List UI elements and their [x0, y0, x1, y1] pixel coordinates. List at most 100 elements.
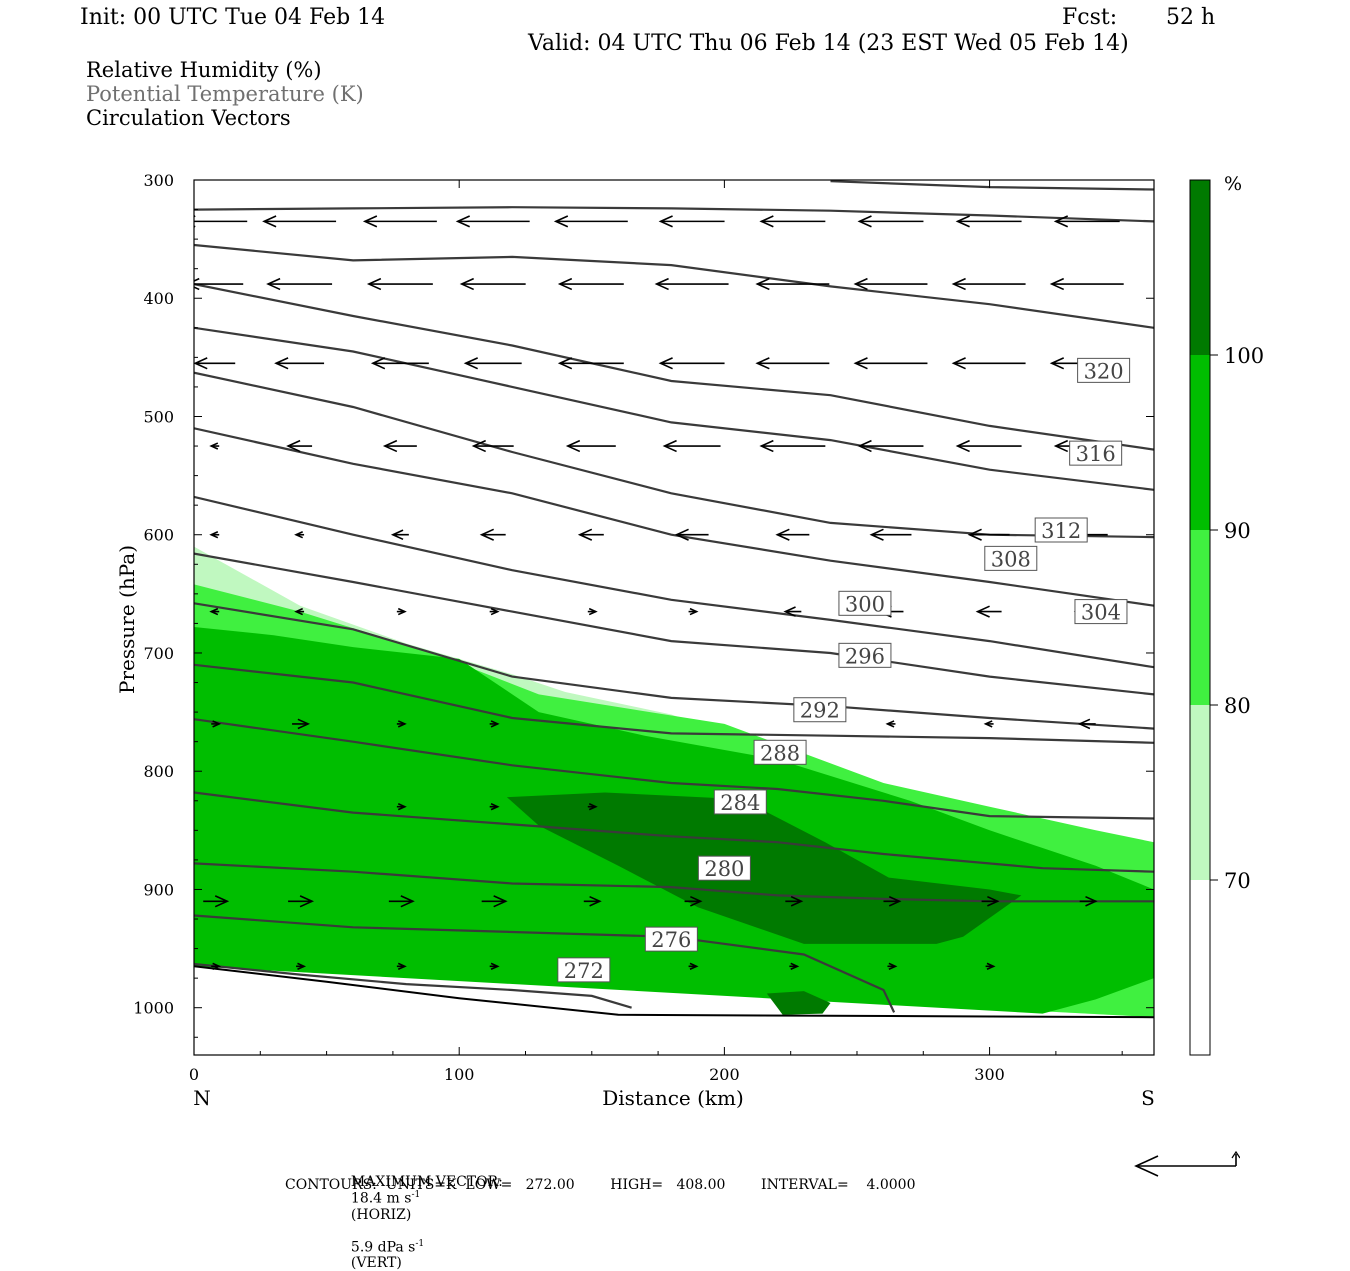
horiz-max-value: 18.4 m s [350, 1190, 412, 1207]
field-vectors: Circulation Vectors [86, 106, 291, 130]
horiz-tag: (HORIZ) [350, 1206, 412, 1223]
init-time: Init: 00 UTC Tue 04 Feb 14 [80, 5, 386, 30]
circulation-vector [288, 895, 315, 908]
isentrope-label: 300 [838, 590, 892, 616]
svg-text:280: 280 [704, 857, 744, 881]
colorbar-segment [1190, 705, 1210, 880]
reference-vector [1134, 1150, 1240, 1177]
svg-text:320: 320 [1084, 359, 1124, 383]
colorbar-segment [1190, 355, 1210, 530]
circulation-vector [783, 606, 802, 617]
circulation-vector [658, 215, 725, 228]
isentrope-label: 276 [644, 926, 698, 952]
circulation-vector [985, 962, 996, 971]
circulation-vector [853, 357, 928, 370]
circulation-vector [785, 895, 804, 907]
circulation-vector [857, 215, 924, 228]
y-tick-label: 1000 [133, 999, 174, 1018]
circulation-vector [981, 895, 1000, 907]
circulation-vector [684, 895, 703, 907]
circulation-vector [885, 720, 896, 728]
isentrope-288 [194, 718, 1154, 820]
valid-time: Valid: 04 UTC Thu 06 Feb 14 (23 EST Wed … [528, 31, 1129, 56]
circulation-vector [362, 215, 437, 228]
circulation-vector [1049, 277, 1124, 291]
isentrope-328 [194, 206, 1154, 223]
circulation-vector [789, 962, 800, 971]
max-vector-footnote: MAXIMUM VECTOR: 18.4 m s-1 (HORIZ) 5.9 d… [342, 1158, 503, 1271]
circulation-vector [587, 607, 598, 616]
colorbar-unit: % [1224, 173, 1242, 195]
field-rh: Relative Humidity (%) [86, 58, 322, 82]
circulation-vector [583, 895, 602, 907]
y-tick-label: 800 [143, 762, 174, 781]
circulation-vector [553, 215, 628, 228]
circulation-vector [370, 357, 429, 370]
max-vector-label: MAXIMUM VECTOR: [350, 1174, 503, 1190]
rh-region-3 [506, 792, 1022, 944]
circulation-vector [390, 529, 409, 541]
vert-tag: (VERT) [350, 1255, 402, 1271]
circulation-vector [463, 357, 522, 370]
ground-line [194, 965, 1154, 1019]
y-tick-label: 400 [143, 289, 174, 308]
isentrope-292 [194, 663, 1154, 744]
circulation-vector [755, 357, 830, 370]
circulation-vector [662, 439, 721, 453]
isentrope-label: 272 [557, 957, 611, 983]
svg-text:308: 308 [991, 547, 1031, 571]
circulation-vector [658, 357, 725, 370]
isentrope-label: 292 [793, 697, 847, 723]
isentrope-label: 280 [697, 855, 751, 881]
isentrope-300 [194, 552, 1154, 696]
colorbar-level-label: 70 [1224, 869, 1251, 893]
circulation-vector [857, 439, 924, 453]
circulation-vector [274, 357, 325, 370]
circulation-vector [557, 357, 624, 370]
y-tick-label: 700 [143, 644, 174, 663]
circulation-vector [955, 215, 1022, 228]
circulation-vector [294, 531, 305, 539]
circulation-vector [489, 607, 500, 616]
circulation-vector [211, 720, 222, 728]
circulation-vector [688, 962, 699, 971]
circulation-vector [654, 277, 729, 291]
svg-text:288: 288 [760, 741, 800, 765]
colorbar-level-label: 80 [1224, 694, 1251, 718]
circulation-vector [194, 215, 248, 228]
circulation-vector [294, 607, 305, 616]
circulation-vector [194, 357, 236, 370]
circulation-vector [203, 895, 230, 908]
svg-text:316: 316 [1076, 442, 1116, 466]
rh-region-4 [766, 991, 831, 1015]
circulation-vector [292, 718, 311, 730]
x-tick-label: 0 [189, 1065, 199, 1084]
circulation-vector [967, 528, 1010, 541]
circulation-vector [489, 720, 500, 728]
svg-text:304: 304 [1081, 601, 1121, 625]
isentrope-label: 304 [1074, 599, 1128, 625]
svg-text:276: 276 [651, 928, 691, 952]
y-tick-label: 500 [143, 407, 174, 426]
circulation-vector [869, 528, 912, 541]
svg-text:272: 272 [564, 959, 604, 983]
isentrope-296 [194, 602, 1154, 730]
circulation-vector [1079, 895, 1098, 907]
isentrope-320 [194, 283, 1154, 451]
svg-text:312: 312 [1041, 519, 1081, 543]
isentrope-label: 320 [1077, 357, 1131, 383]
x-tick-label: 300 [974, 1065, 1005, 1084]
circulation-vector [396, 720, 407, 728]
circulation-vector [382, 439, 417, 453]
circulation-vector [459, 277, 526, 291]
circulation-vector [975, 605, 1002, 618]
isentrope-324 [194, 243, 1154, 329]
colorbar-segment [1190, 530, 1210, 705]
isentrope-label: 316 [1069, 440, 1123, 466]
circulation-vector [455, 215, 530, 228]
y-tick-label: 900 [143, 880, 174, 899]
colorbar-frame [1189, 179, 1211, 1056]
north-end-label: N [193, 1086, 211, 1110]
contour-info: CONTOURS: UNITS=K LOW= 272.00 HIGH= 408.… [285, 1177, 916, 1193]
isentrope-label: 308 [984, 545, 1038, 571]
